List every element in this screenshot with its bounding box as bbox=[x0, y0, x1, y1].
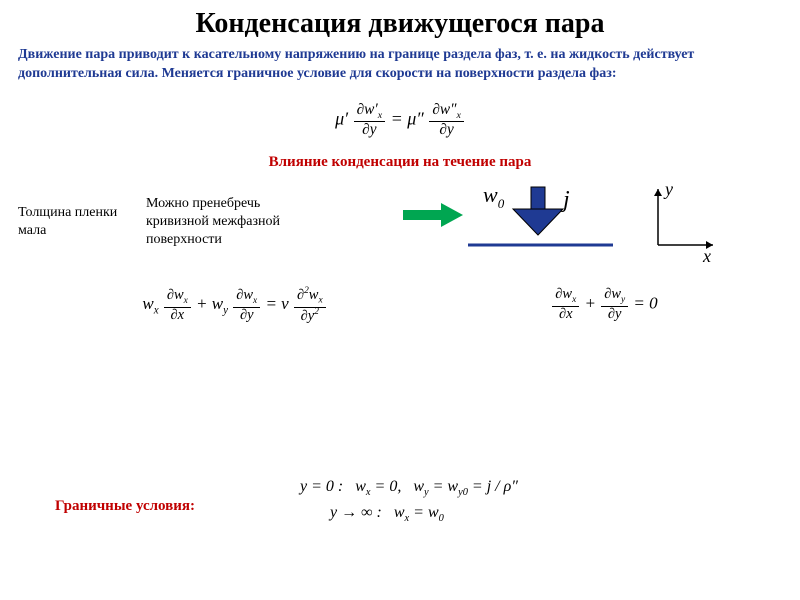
equation-momentum: wx ∂wx∂x + wy ∂wx∂y = ν ∂2wx∂y2 bbox=[142, 287, 326, 324]
equation-continuity: ∂wx∂x + ∂wy∂y = 0 bbox=[551, 287, 657, 324]
intro-paragraph: Движение пара приводит к касательному на… bbox=[0, 40, 800, 84]
equation-top-bc: μ′ ∂w′x∂y = μ″ ∂w″x∂y bbox=[0, 102, 800, 139]
label-w0: w0 bbox=[483, 182, 505, 211]
equations-row: wx ∂wx∂x + wy ∂wx∂y = ν ∂2wx∂y2 ∂wx∂x + … bbox=[0, 267, 800, 324]
flow-diagram: w0 j x y bbox=[344, 177, 782, 267]
bc-line-2: y → ∞ : wx = w0 bbox=[300, 504, 518, 524]
subheading-influence: Влияние конденсации на течение пара bbox=[0, 154, 800, 171]
boundary-conditions-label: Граничные условия: bbox=[55, 498, 195, 515]
arrow-w0-icon bbox=[403, 203, 463, 227]
page-title: Конденсация движущегося пара bbox=[0, 0, 800, 40]
axes-icon: x y bbox=[654, 179, 713, 266]
mid-row: Толщина пленки мала Можно пренебречь кри… bbox=[0, 171, 800, 267]
note-curvature: Можно пренебречь кривизной межфазной пов… bbox=[146, 195, 326, 250]
arrow-j-icon bbox=[513, 187, 563, 235]
boundary-conditions: y = 0 : wx = 0, wy = wy0 = j / ρ″ y → ∞ … bbox=[300, 478, 518, 530]
label-y: y bbox=[663, 179, 673, 199]
note-thin-film: Толщина пленки мала bbox=[18, 204, 128, 240]
label-x: x bbox=[702, 246, 711, 266]
bc-line-1: y = 0 : wx = 0, wy = wy0 = j / ρ″ bbox=[300, 478, 518, 498]
